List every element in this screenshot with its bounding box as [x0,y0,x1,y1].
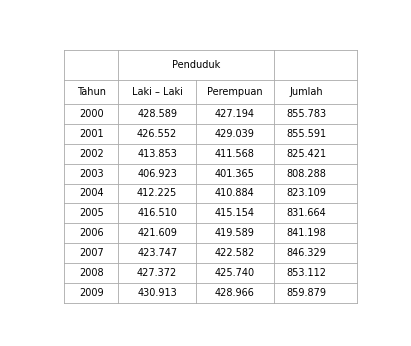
Text: 808.288: 808.288 [286,169,327,179]
Text: Perempuan: Perempuan [207,87,263,97]
Text: 429.039: 429.039 [215,129,255,139]
Text: 427.372: 427.372 [137,268,177,278]
Text: 411.568: 411.568 [215,149,255,159]
Text: 410.884: 410.884 [215,189,255,199]
Text: 855.591: 855.591 [286,129,327,139]
Text: 846.329: 846.329 [286,248,327,258]
Text: 2001: 2001 [79,129,104,139]
Text: 823.109: 823.109 [286,189,327,199]
Text: 428.589: 428.589 [137,109,177,119]
Text: Jumlah: Jumlah [290,87,323,97]
Text: 859.879: 859.879 [286,288,327,298]
Text: 412.225: 412.225 [137,189,177,199]
Text: 2003: 2003 [79,169,104,179]
Text: 401.365: 401.365 [215,169,255,179]
Text: 853.112: 853.112 [286,268,327,278]
Text: 2002: 2002 [79,149,104,159]
Text: 841.198: 841.198 [287,228,326,238]
Text: 2009: 2009 [79,288,104,298]
Text: 419.589: 419.589 [215,228,255,238]
Text: 430.913: 430.913 [137,288,177,298]
Text: 2008: 2008 [79,268,104,278]
Text: 2005: 2005 [79,208,104,218]
Text: Penduduk: Penduduk [172,60,220,70]
Text: 2000: 2000 [79,109,104,119]
Text: 406.923: 406.923 [137,169,177,179]
Text: 2006: 2006 [79,228,104,238]
Text: 415.154: 415.154 [215,208,255,218]
Text: 831.664: 831.664 [287,208,326,218]
Text: 855.783: 855.783 [286,109,327,119]
Text: 425.740: 425.740 [215,268,255,278]
Text: 413.853: 413.853 [137,149,177,159]
Text: 421.609: 421.609 [137,228,177,238]
Text: 416.510: 416.510 [137,208,177,218]
Text: 426.552: 426.552 [137,129,177,139]
Text: 423.747: 423.747 [137,248,177,258]
Text: 2004: 2004 [79,189,104,199]
Text: 428.966: 428.966 [215,288,255,298]
Text: 427.194: 427.194 [215,109,255,119]
Text: 825.421: 825.421 [286,149,327,159]
Text: 422.582: 422.582 [215,248,255,258]
Text: Tahun: Tahun [77,87,106,97]
Text: Laki – Laki: Laki – Laki [132,87,182,97]
Text: 2007: 2007 [79,248,104,258]
